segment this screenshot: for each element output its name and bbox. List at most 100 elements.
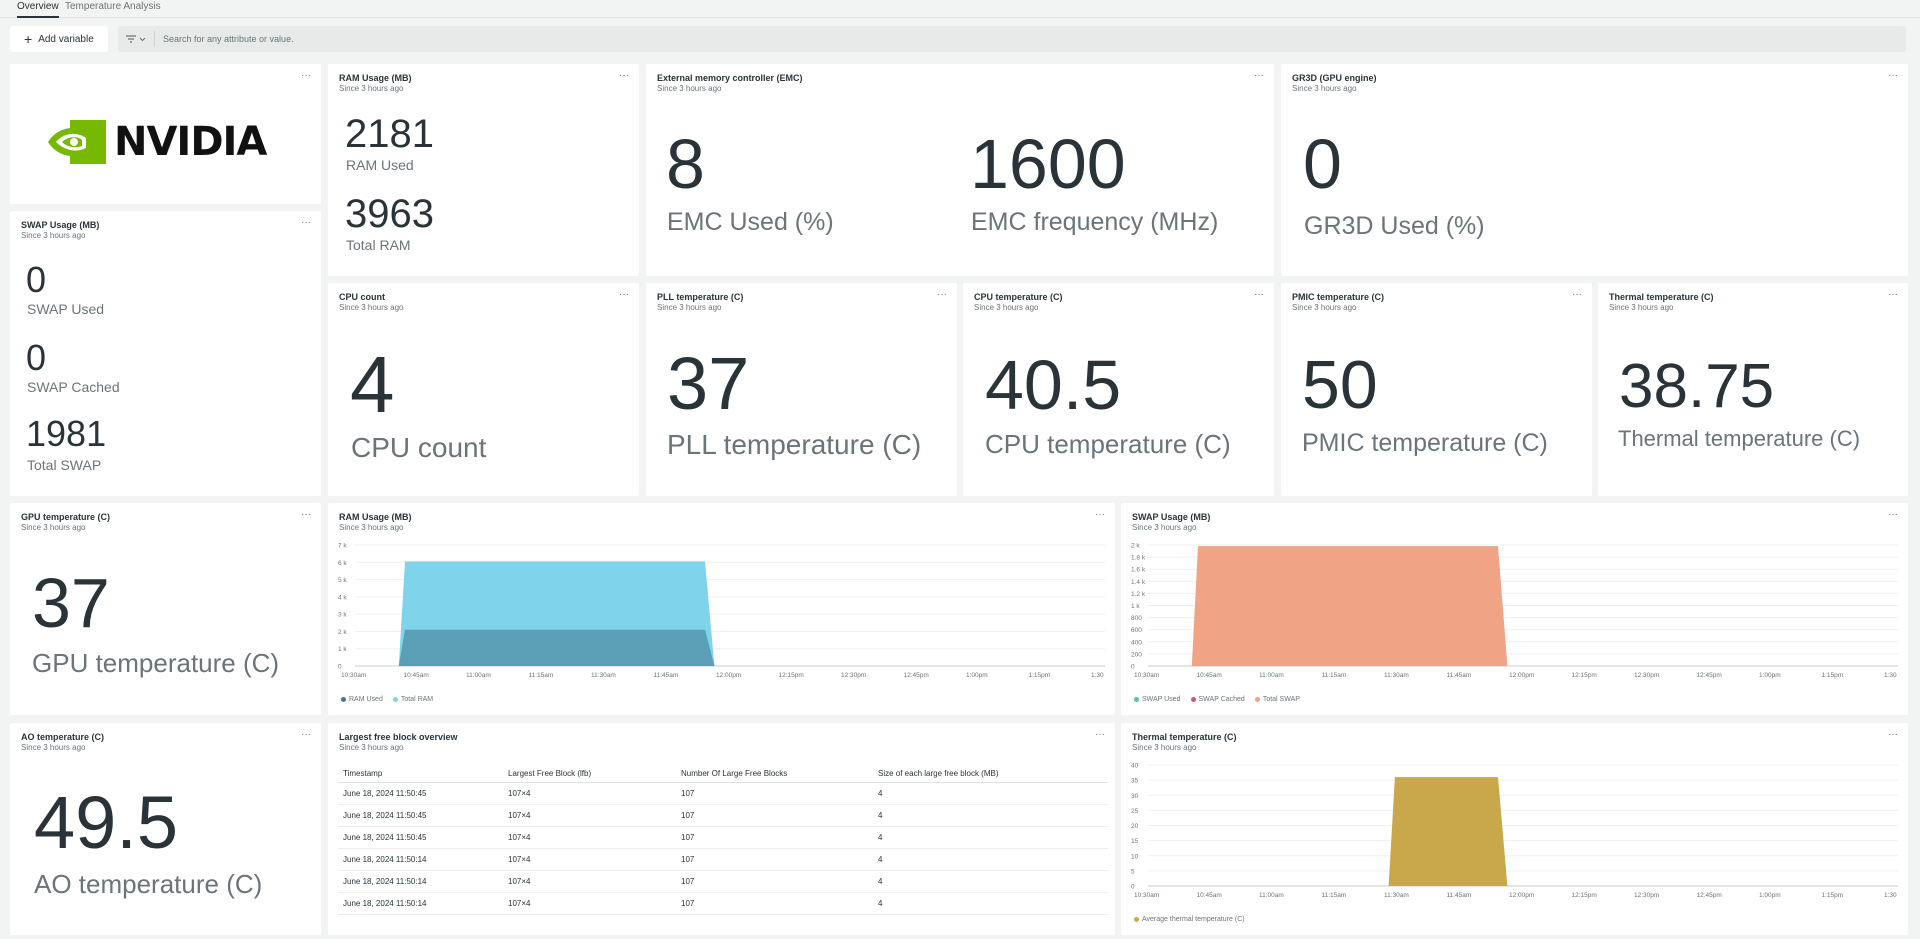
column-header[interactable]: Timestamp <box>338 765 503 783</box>
card-menu-button[interactable]: ··· <box>301 729 311 740</box>
x-tick-label: 1:00pm <box>966 672 988 679</box>
gpu-temperature-value: 37 <box>32 564 110 642</box>
x-tick-label: 1:30 <box>1884 892 1897 899</box>
x-tick-label: 12:30pm <box>841 672 866 679</box>
card-menu-button[interactable]: ··· <box>1254 289 1264 300</box>
table-row[interactable]: June 18, 2024 11:50:14 107×4 107 4 <box>338 848 1108 871</box>
tab-temperature-analysis[interactable]: Temperature Analysis <box>65 1 161 12</box>
x-tick-label: 12:45pm <box>904 672 929 679</box>
chart-legend: Average thermal temperature (C) <box>1134 916 1245 923</box>
search-input[interactable]: Search for any attribute or value. <box>163 34 294 44</box>
table-cell: 107 <box>676 826 873 849</box>
cpu-count-card: CPU count Since 3 hours ago ··· 4 CPU co… <box>328 283 639 496</box>
table-header-row: Timestamp Largest Free Block (lfb) Numbe… <box>338 765 1108 783</box>
table-row[interactable]: June 18, 2024 11:50:45 107×4 107 4 <box>338 804 1108 827</box>
x-tick-label: 11:00am <box>1259 892 1284 899</box>
card-menu-button[interactable]: ··· <box>1095 729 1105 740</box>
ao-temperature-value: 49.5 <box>34 781 179 864</box>
x-tick-label: 11:00am <box>1259 672 1284 679</box>
y-tick-label: 1.8 k <box>1131 555 1146 562</box>
y-tick-label: 1.4 k <box>1131 579 1146 586</box>
area-series-ram-used <box>398 629 715 666</box>
card-title: GPU temperature (C) <box>21 512 111 522</box>
thermal-temperature-value: 38.75 <box>1619 352 1775 421</box>
card-menu-button[interactable]: ··· <box>1572 289 1582 300</box>
emc-used-label: EMC Used (%) <box>667 208 834 236</box>
card-menu-button[interactable]: ··· <box>1888 729 1898 740</box>
column-header[interactable]: Largest Free Block (lfb) <box>503 765 676 783</box>
legend-item[interactable]: RAM Used <box>341 696 383 703</box>
y-tick-label: 600 <box>1131 627 1142 634</box>
legend-dot-icon <box>1254 696 1260 702</box>
tab-overview[interactable]: Overview <box>17 1 59 18</box>
total-ram-label: Total RAM <box>346 237 411 253</box>
emc-card: External memory controller (EMC) Since 3… <box>646 64 1274 276</box>
add-variable-label: Add variable <box>38 33 94 45</box>
card-menu-button[interactable]: ··· <box>937 289 947 300</box>
pmic-temperature-label: PMIC temperature (C) <box>1302 429 1548 457</box>
gpu-temperature-label: GPU temperature (C) <box>32 648 280 678</box>
table-cell: 107 <box>676 892 873 915</box>
y-tick-label: 7 k <box>338 543 347 550</box>
table-cell: June 18, 2024 11:50:45 <box>338 826 503 849</box>
card-subtitle: Since 3 hours ago <box>21 231 86 240</box>
card-menu-button[interactable]: ··· <box>301 509 311 520</box>
card-menu-button[interactable]: ··· <box>1888 289 1898 300</box>
x-tick-label: 11:00am <box>466 672 491 679</box>
x-tick-label: 12:30pm <box>1634 892 1659 899</box>
gpu-temperature-card: GPU temperature (C) Since 3 hours ago ··… <box>10 503 321 715</box>
ao-temperature-label: AO temperature (C) <box>34 869 263 899</box>
thermal-temperature-label: Thermal temperature (C) <box>1618 426 1861 451</box>
card-menu-button[interactable]: ··· <box>1254 70 1264 81</box>
table-cell: June 18, 2024 11:50:14 <box>338 870 503 893</box>
table-cell: 4 <box>873 782 1108 805</box>
table-row[interactable]: June 18, 2024 11:50:45 107×4 107 4 <box>338 826 1108 849</box>
y-tick-label: 15 <box>1131 838 1139 845</box>
y-tick-label: 200 <box>1131 651 1142 658</box>
logo-text: NVIDIA <box>114 119 267 165</box>
ao-temperature-card: AO temperature (C) Since 3 hours ago ···… <box>10 723 321 935</box>
card-menu-button[interactable]: ··· <box>619 70 629 81</box>
legend-item[interactable]: Total RAM <box>392 696 433 703</box>
legend-item[interactable]: Total SWAP <box>1254 696 1300 703</box>
table-row[interactable]: June 18, 2024 11:50:45 107×4 107 4 <box>338 782 1108 805</box>
card-menu-button[interactable]: ··· <box>619 289 629 300</box>
legend-item[interactable]: SWAP Used <box>1134 696 1181 703</box>
cpu-temperature-value: 40.5 <box>985 346 1122 424</box>
search-bar[interactable]: Search for any attribute or value. <box>118 26 1906 52</box>
card-title: GR3D (GPU engine) <box>1292 73 1377 83</box>
card-subtitle: Since 3 hours ago <box>657 84 722 93</box>
card-subtitle: Since 3 hours ago <box>1292 84 1357 93</box>
x-tick-label: 12:45pm <box>1697 892 1722 899</box>
legend-label: Total SWAP <box>1262 696 1300 703</box>
x-tick-label: 12:15pm <box>779 672 804 679</box>
column-header[interactable]: Size of each large free block (MB) <box>873 765 1108 783</box>
table-row[interactable]: June 18, 2024 11:50:14 107×4 107 4 <box>338 892 1108 915</box>
card-subtitle: Since 3 hours ago <box>21 523 86 532</box>
legend-item[interactable]: SWAP Cached <box>1190 696 1245 703</box>
x-tick-label: 11:15am <box>1322 892 1347 899</box>
largest-free-block-card: Largest free block overview Since 3 hour… <box>328 723 1115 935</box>
card-menu-button[interactable]: ··· <box>301 70 311 81</box>
free-block-table: Timestamp Largest Free Block (lfb) Numbe… <box>338 765 1108 915</box>
add-variable-button[interactable]: + Add variable <box>10 26 108 52</box>
card-menu-button[interactable]: ··· <box>1095 509 1105 520</box>
card-title: SWAP Usage (MB) <box>1132 512 1211 522</box>
x-tick-label: 10:45am <box>404 672 429 679</box>
swap-usage-card: SWAP Usage (MB) Since 3 hours ago ··· 0 … <box>10 211 321 496</box>
card-menu-button[interactable]: ··· <box>1888 509 1898 520</box>
card-subtitle: Since 3 hours ago <box>1132 523 1197 532</box>
card-menu-button[interactable]: ··· <box>301 217 311 228</box>
filter-icon[interactable] <box>118 26 154 52</box>
table-cell: 107×4 <box>503 848 676 871</box>
column-header[interactable]: Number Of Large Free Blocks <box>676 765 873 783</box>
x-tick-label: 11:15am <box>1322 672 1347 679</box>
y-tick-label: 2 k <box>1131 543 1140 550</box>
legend-item[interactable]: Average thermal temperature (C) <box>1134 916 1245 923</box>
card-subtitle: Since 3 hours ago <box>339 743 404 752</box>
table-cell: 4 <box>873 870 1108 893</box>
table-row[interactable]: June 18, 2024 11:50:14 107×4 107 4 <box>338 870 1108 893</box>
x-tick-label: 10:30am <box>341 672 366 679</box>
x-tick-label: 1:00pm <box>1759 892 1781 899</box>
card-menu-button[interactable]: ··· <box>1888 70 1898 81</box>
